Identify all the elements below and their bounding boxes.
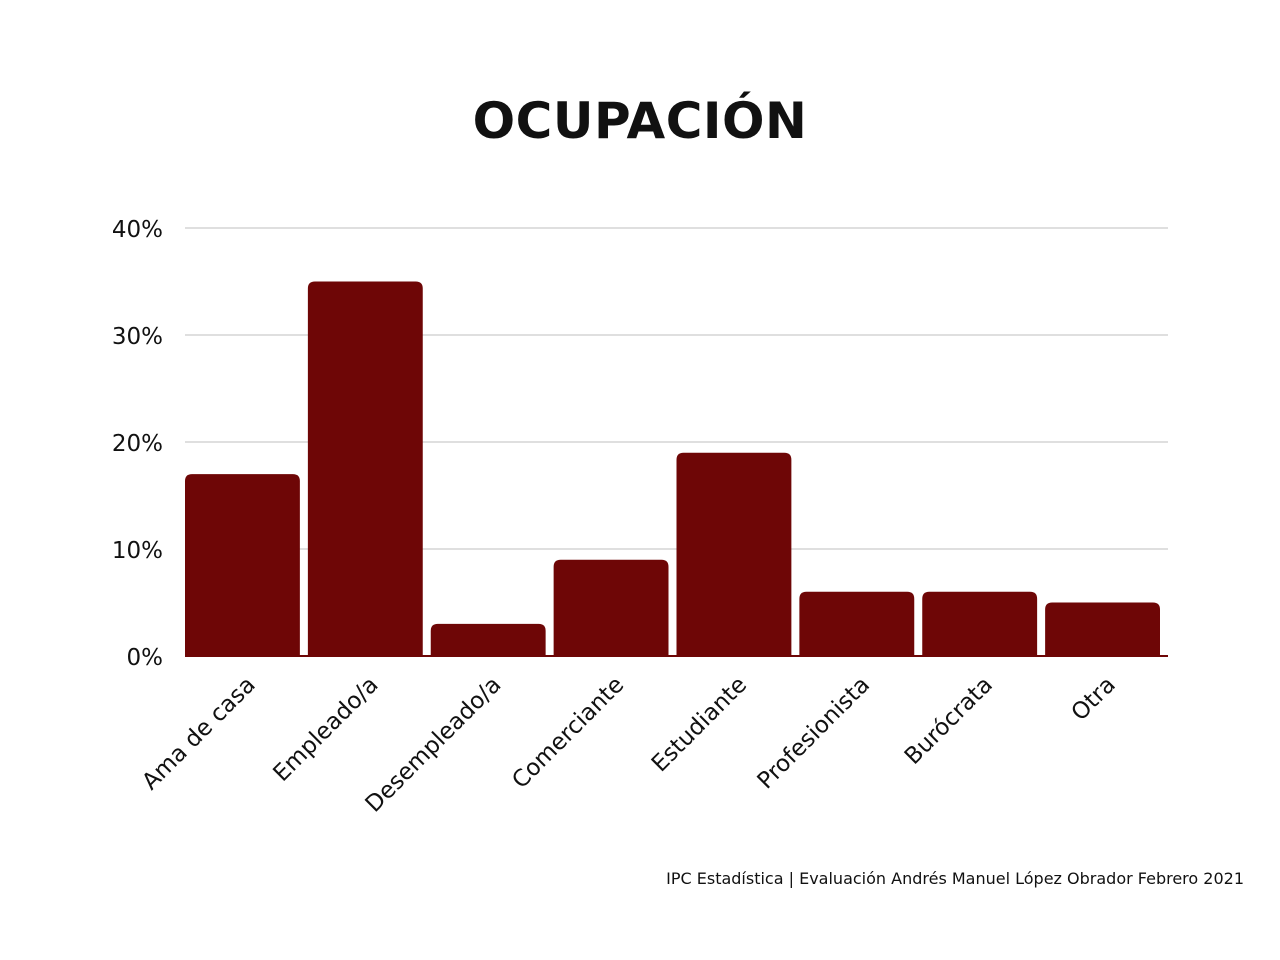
- source-note: IPC Estadística | Evaluación Andrés Manu…: [666, 869, 1244, 888]
- bar: [1045, 602, 1160, 656]
- bar: [922, 591, 1038, 656]
- bar: [799, 591, 915, 656]
- x-tick-label: Estudiante: [647, 672, 752, 777]
- y-tick-label: 40%: [112, 217, 163, 243]
- y-tick-label: 20%: [112, 431, 163, 457]
- y-tick-label: 10%: [112, 538, 163, 564]
- x-tick-label: Profesionista: [753, 672, 876, 795]
- x-tick-label: Burócrata: [900, 672, 998, 770]
- bar: [676, 452, 792, 656]
- x-tick-label: Comerciante: [507, 672, 629, 794]
- x-tick-label: Empleado/a: [269, 672, 384, 787]
- y-tick-label: 30%: [112, 324, 163, 350]
- bar: [430, 623, 546, 656]
- bar: [553, 559, 669, 656]
- bar: [185, 474, 300, 656]
- x-tick-label: Otra: [1067, 672, 1121, 726]
- x-tick-label: Ama de casa: [137, 672, 260, 795]
- y-tick-label: 0%: [127, 645, 164, 671]
- bar: [307, 281, 423, 656]
- x-tick-label: Desempleado/a: [361, 672, 507, 818]
- chart-title: OCUPACIÓN: [472, 92, 808, 150]
